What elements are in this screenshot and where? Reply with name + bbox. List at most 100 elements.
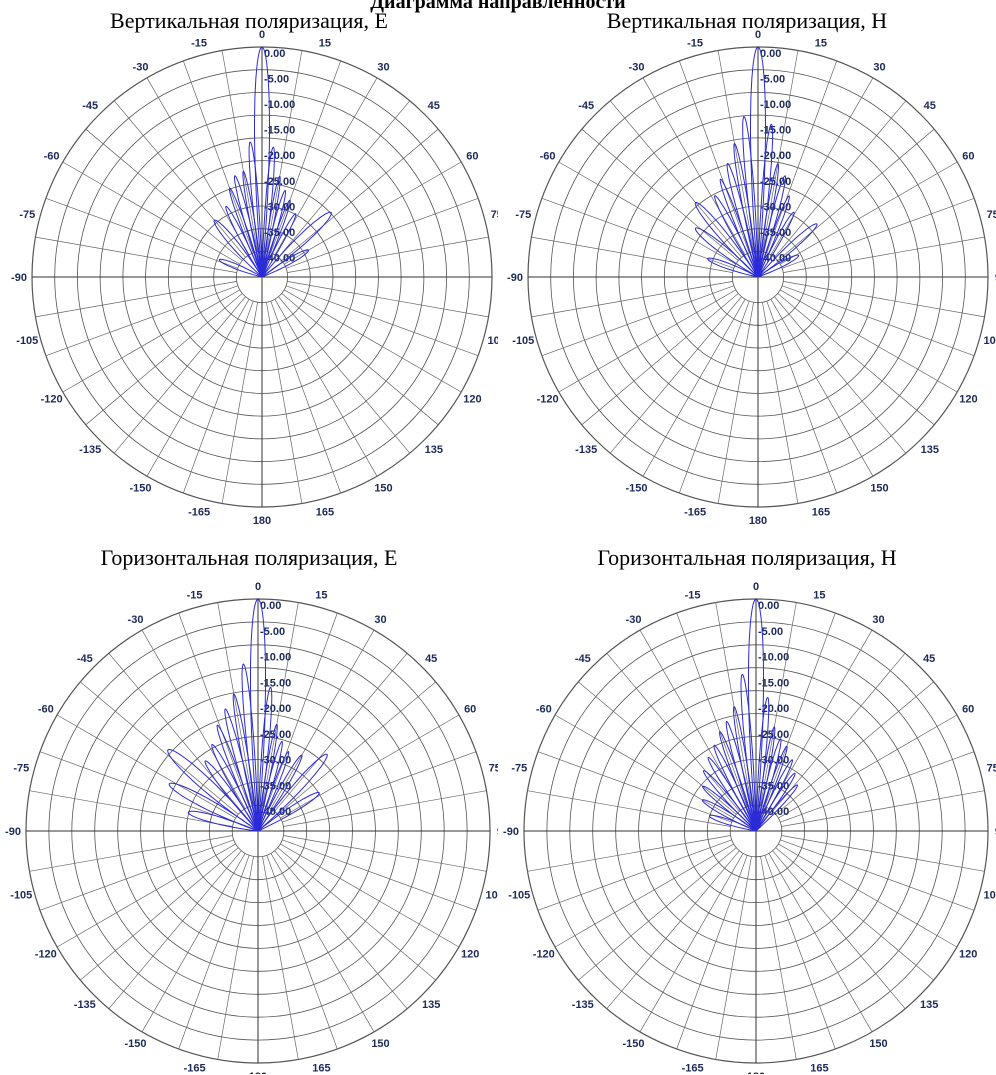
angle-tick-label: 45 xyxy=(923,653,935,665)
grid-spoke xyxy=(113,296,246,454)
radial-tick-label: -20.00 xyxy=(264,150,295,162)
grid-spoke xyxy=(778,714,958,819)
angle-tick-label: 75 xyxy=(489,763,498,775)
pattern-lobe xyxy=(694,201,759,278)
pattern-lobe xyxy=(257,740,283,832)
angle-tick-label: -135 xyxy=(74,999,96,1011)
pattern-lobe xyxy=(228,187,263,278)
angle-tick-label: 105 xyxy=(984,889,996,901)
grid-spoke xyxy=(270,300,342,494)
pattern-lobe xyxy=(213,219,263,278)
angle-tick-label: -105 xyxy=(508,889,530,901)
grid-spoke xyxy=(262,856,299,1060)
grid-spoke xyxy=(80,847,239,981)
angle-tick-label: -75 xyxy=(515,209,531,221)
angle-tick-label: 105 xyxy=(984,335,996,347)
angle-tick-label: 15 xyxy=(813,589,825,601)
grid-spoke xyxy=(781,285,975,357)
angle-tick-label: 120 xyxy=(463,394,481,406)
grid-spoke xyxy=(178,612,250,807)
polar-chart-vertical-h: 0 15 30 45 60 75 90 105 120 135 150 165 180 -165 -150 -… xyxy=(507,29,996,527)
angle-tick-label: 180 xyxy=(249,1071,267,1074)
angle-tick-label: -165 xyxy=(684,507,706,519)
pattern-lobe xyxy=(755,759,794,832)
angle-tick-label: 30 xyxy=(873,62,885,74)
grid-spoke xyxy=(45,197,239,269)
grid-spoke xyxy=(146,298,250,477)
grid-spoke xyxy=(774,100,907,258)
pattern-lobe xyxy=(204,760,259,832)
pattern-lobe xyxy=(257,753,328,832)
radial-tick-label: -5.00 xyxy=(260,626,285,638)
grid-spoke xyxy=(764,855,836,1050)
grid-spoke xyxy=(277,847,436,981)
grid-spoke xyxy=(558,161,737,265)
grid-spoke xyxy=(266,855,338,1050)
radial-tick-label: -25.00 xyxy=(260,729,291,741)
grid-spoke xyxy=(779,289,958,393)
radial-tick-label: 0.00 xyxy=(760,48,781,60)
radial-tick-label: -15.00 xyxy=(758,677,789,689)
grid-spoke xyxy=(642,77,746,256)
angle-tick-label: 150 xyxy=(371,1038,389,1050)
angle-tick-label: 75 xyxy=(491,209,498,221)
chart-panel-vertical-e: Вертикальная поляризация, E 015304560759… xyxy=(0,0,498,537)
angle-tick-label: 150 xyxy=(869,1038,887,1050)
angle-tick-label: -15 xyxy=(687,37,703,49)
grid-spoke xyxy=(283,790,487,827)
grid-spoke xyxy=(62,161,241,265)
radial-tick-label: -15.00 xyxy=(264,125,295,137)
angle-tick-label: -150 xyxy=(625,482,647,494)
angle-tick-label: 75 xyxy=(987,209,996,221)
pattern-lobe xyxy=(248,141,263,278)
grid-spoke xyxy=(609,296,742,454)
angle-tick-label: -30 xyxy=(128,614,144,626)
grid-spoke xyxy=(760,856,797,1060)
angle-tick-label: 105 xyxy=(488,335,498,347)
grid-spoke xyxy=(541,285,735,357)
grid-spoke xyxy=(678,60,750,254)
grid-spoke xyxy=(578,681,737,815)
chart-title: Вертикальная поляризация, E xyxy=(110,8,388,33)
grid-spoke xyxy=(531,236,733,273)
grid-spoke xyxy=(676,855,748,1050)
chart-title: Вертикальная поляризация, H xyxy=(606,8,888,33)
grid-spoke xyxy=(777,128,935,261)
grid-spoke xyxy=(783,281,985,318)
angle-tick-label: -75 xyxy=(13,763,29,775)
grid-spoke xyxy=(221,50,258,252)
pattern-lobe xyxy=(254,46,270,278)
grid-spoke xyxy=(274,298,378,477)
angle-tick-label: 15 xyxy=(315,589,327,601)
angle-tick-label: 150 xyxy=(374,482,392,494)
angle-tick-label: 90 xyxy=(497,826,498,838)
grid-spoke xyxy=(775,847,934,981)
grid-spoke xyxy=(85,293,243,426)
angle-tick-label: -165 xyxy=(188,507,210,519)
pattern-lobe xyxy=(261,249,309,278)
pattern-lobe xyxy=(257,791,320,832)
grid-spoke xyxy=(766,300,838,494)
grid-spoke xyxy=(676,612,748,807)
angle-tick-label: 60 xyxy=(466,151,478,163)
pattern-lobe xyxy=(225,205,263,278)
radial-tick-label: -20.00 xyxy=(760,150,791,162)
pattern-lobe xyxy=(757,195,790,278)
angle-tick-label: -60 xyxy=(536,704,552,716)
grid-spoke xyxy=(578,847,737,981)
grid-spoke xyxy=(715,856,752,1060)
polar-chart-vertical-e: 0153045607590105120135150165180-165-150-… xyxy=(11,29,498,527)
angle-tick-label: 0 xyxy=(753,581,759,593)
grid-spoke xyxy=(39,751,234,823)
pattern-lobe xyxy=(167,748,259,832)
angle-tick-label: 135 xyxy=(425,444,443,456)
pattern-lobe xyxy=(707,757,757,832)
grid-spoke xyxy=(217,856,254,1060)
grid-spoke xyxy=(762,50,799,252)
grid-spoke xyxy=(35,236,237,273)
angle-tick-label: -75 xyxy=(19,209,35,221)
pattern-lobe xyxy=(757,223,818,278)
pattern-lobe xyxy=(168,782,259,832)
pattern-lobe xyxy=(726,162,759,278)
pattern-lobe xyxy=(261,211,332,278)
